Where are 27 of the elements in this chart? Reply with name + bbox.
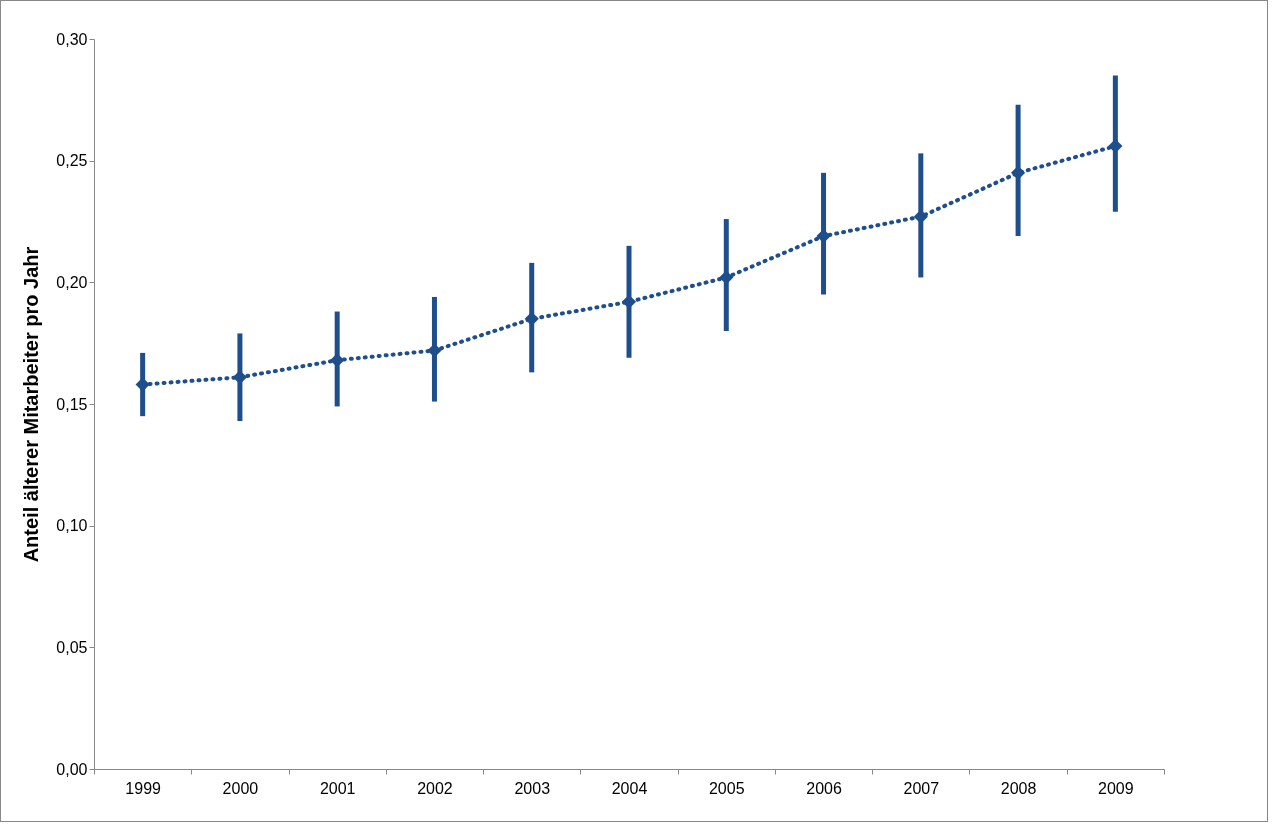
x-tick-label: 2005: [708, 779, 745, 797]
y-axis-title: Anteil älterer Mitarbeiter pro Jahr: [20, 246, 43, 563]
x-tick-label: 2001: [319, 779, 356, 797]
point: [1108, 139, 1123, 154]
y-tick-label: 0,10: [56, 517, 88, 535]
y-tick-label: 0,15: [56, 395, 88, 413]
point: [135, 377, 150, 392]
point: [232, 370, 247, 385]
y-tick-label: 0,05: [56, 638, 88, 656]
y-tick-label: 0,00: [56, 760, 88, 778]
point: [1011, 165, 1026, 180]
point: [330, 353, 345, 368]
point: [913, 209, 928, 224]
x-tick-label: 2003: [514, 779, 551, 797]
x-tick-label: 2006: [806, 779, 842, 797]
x-tick-label: 2007: [903, 779, 940, 797]
x-tick-label: 2002: [417, 779, 453, 797]
y-tick-label: 0,25: [56, 152, 88, 170]
x-tick-label: 2008: [1000, 779, 1037, 797]
x-tick-label: 1999: [125, 779, 162, 797]
x-tick-label: 2009: [1098, 779, 1134, 797]
point: [524, 311, 539, 326]
x-tick-label: 2000: [222, 779, 259, 797]
y-tick-label: 0,20: [56, 273, 88, 291]
point: [719, 270, 734, 285]
x-tick-label: 2004: [611, 779, 648, 797]
y-tick-label: 0,30: [56, 30, 88, 48]
